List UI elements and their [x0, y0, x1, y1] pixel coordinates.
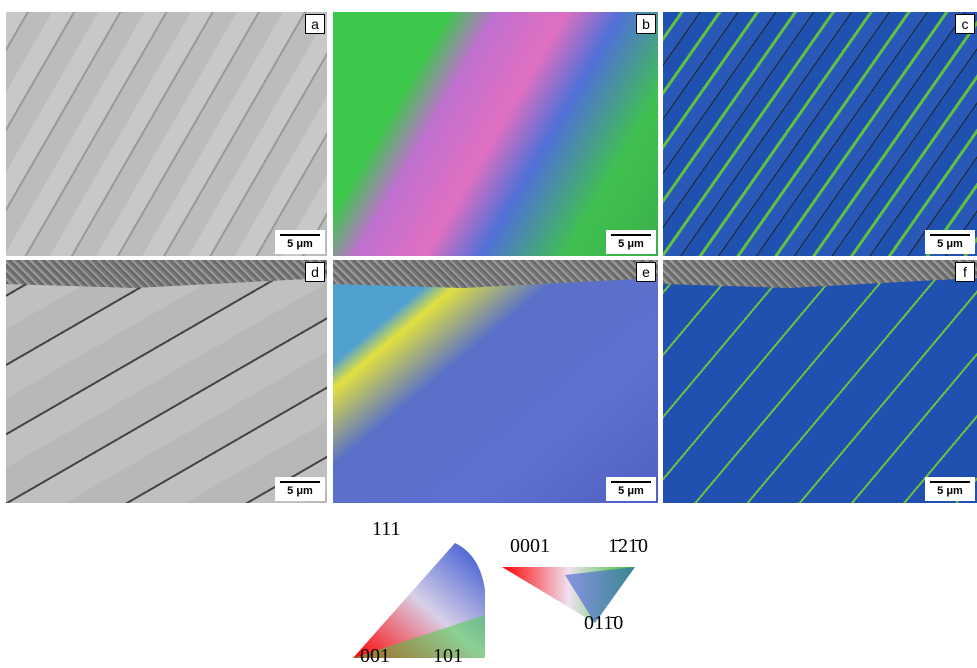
legend-label: 0001: [510, 535, 550, 558]
scale-line: [611, 481, 651, 483]
scale-bar: 5 μm: [606, 477, 656, 501]
scale-text: 5 μm: [925, 485, 975, 497]
sample-edge: [6, 260, 327, 300]
micrograph-panel: c 5 μm: [663, 12, 977, 256]
scale-text: 5 μm: [925, 238, 975, 250]
micrograph-panel: f 5 μm: [663, 260, 977, 503]
panel-label: c: [955, 14, 975, 34]
scale-text: 5 μm: [275, 485, 325, 497]
micrograph-panel: b 5 μm: [333, 12, 658, 256]
scale-text: 5 μm: [606, 238, 656, 250]
scale-line: [930, 234, 970, 236]
micrograph-panel: e 5 μm: [333, 260, 658, 503]
scale-bar: 5 μm: [925, 230, 975, 254]
scale-line: [930, 481, 970, 483]
legend-label: 101: [433, 645, 463, 668]
panel-label: b: [636, 14, 656, 34]
micrograph-panel: d 5 μm: [6, 260, 327, 503]
sample-edge: [333, 260, 658, 300]
scale-bar: 5 μm: [606, 230, 656, 254]
scale-line: [611, 234, 651, 236]
panel-label: e: [636, 262, 656, 282]
scale-text: 5 μm: [275, 238, 325, 250]
scale-bar: 5 μm: [275, 230, 325, 254]
scale-bar: 5 μm: [925, 477, 975, 501]
legend-label: 111: [372, 518, 401, 541]
legend-label: 001: [360, 645, 390, 668]
page: a 5 μm b 5 μm c 5 μm d 5 μm e 5 μm f 5 μm 111 001 1…: [0, 0, 977, 667]
panel-label: f: [955, 262, 975, 282]
scale-bar: 5 μm: [275, 477, 325, 501]
legend-label: 011̄0: [584, 612, 623, 635]
scale-line: [280, 234, 320, 236]
panel-label: d: [305, 262, 325, 282]
legend-label: 1̄21̄0: [608, 535, 648, 558]
scale-line: [280, 481, 320, 483]
micrograph-panel: a 5 μm: [6, 12, 327, 256]
panel-label: a: [305, 14, 325, 34]
scale-text: 5 μm: [606, 485, 656, 497]
sample-edge: [663, 260, 977, 300]
